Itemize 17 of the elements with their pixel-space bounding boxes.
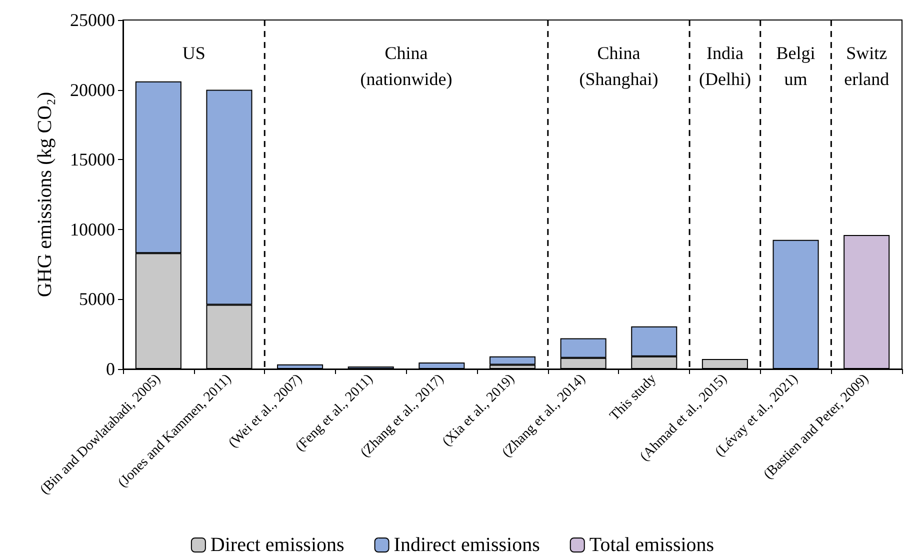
y-axis-title: GHG emissions (kg CO₂) (34, 92, 56, 298)
legend-label: Direct emissions (210, 534, 345, 556)
y-tick-label: 15000 (70, 150, 115, 170)
bar (489, 356, 536, 365)
annotation: Switz erland (844, 43, 890, 89)
y-tick-label: 0 (106, 359, 115, 379)
annotation: China (Shanghai) (579, 43, 658, 89)
y-tick-label: 10000 (70, 219, 115, 240)
legend-label: Total emissions (589, 534, 714, 556)
legend-label: Indirect emissions (394, 534, 540, 556)
annotation: US (182, 43, 206, 63)
y-tick-label: 5000 (79, 289, 115, 310)
annotation: Belgi um (776, 43, 816, 89)
y-tick-label: 20000 (70, 80, 115, 100)
annotation: China (nationwide) (360, 43, 452, 89)
y-tick-label: 25000 (70, 10, 115, 30)
annotation: India (Delhi) (698, 43, 751, 89)
